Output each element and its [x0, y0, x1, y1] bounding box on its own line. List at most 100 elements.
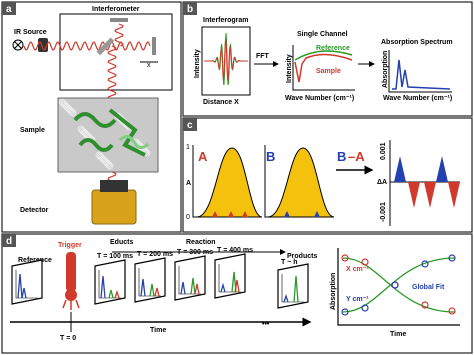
panel-b [182, 1, 473, 117]
peak [293, 275, 299, 303]
text: Interferogram [203, 17, 249, 24]
solvent [69, 109, 77, 117]
solvent [67, 107, 75, 115]
frame [94, 259, 126, 305]
text: T = 100 ms [97, 253, 133, 260]
points [341, 254, 456, 316]
data-point [448, 307, 456, 315]
panel-label: d [6, 236, 12, 247]
beamsplitter [96, 37, 115, 56]
text: X cm⁻¹ [346, 266, 369, 273]
peak [190, 277, 196, 295]
text: T ~ h [281, 259, 298, 266]
panel-c [182, 117, 473, 233]
panel-d [1, 233, 473, 354]
panel-a [1, 1, 182, 233]
peak [140, 278, 146, 297]
solvent [68, 108, 76, 116]
solvent [104, 160, 112, 168]
beam [23, 41, 151, 51]
peak [220, 282, 226, 293]
text: Trigger [58, 242, 82, 249]
text: Sample [20, 127, 45, 134]
frame-axes [218, 264, 241, 293]
text: Distance X [203, 99, 239, 106]
interferogram [204, 39, 248, 81]
text: Intensity [194, 49, 201, 78]
text: B [337, 149, 346, 164]
peak [100, 275, 106, 299]
text: IR Source [14, 29, 47, 36]
text: A [186, 180, 191, 187]
label-box [183, 118, 197, 131]
mirror [110, 18, 128, 22]
peak [180, 281, 186, 295]
axes [292, 45, 355, 91]
panel-b-content: Interferogram Intensity Distance X FFT S… [194, 17, 453, 106]
peak [283, 293, 289, 303]
peak [234, 279, 240, 293]
negative-peaks [408, 182, 460, 208]
text: T = 0 [60, 335, 76, 342]
text: Global Fit [412, 284, 445, 291]
peak [149, 283, 155, 297]
source [14, 41, 22, 49]
text: FFT [256, 53, 270, 60]
text: Reference [18, 257, 52, 264]
data-point [361, 304, 369, 312]
data-point [361, 258, 369, 266]
data-point [391, 281, 399, 289]
peak [154, 287, 160, 297]
text: Wave Number (cm⁻¹) [285, 95, 354, 102]
frame [174, 255, 206, 301]
axes [337, 248, 460, 326]
data-point [421, 260, 429, 268]
frame [214, 253, 246, 299]
panel-c-content: A A 1 0 B B –A 0.001 ΔA -0.001 [186, 140, 460, 226]
peak [194, 283, 200, 295]
text: Y cm⁻¹ [346, 296, 369, 303]
frame-axes [98, 270, 121, 299]
panel-label: b [187, 4, 193, 15]
panel-label: c [187, 120, 193, 131]
text: Absorption Spectrum [381, 39, 453, 46]
text: Single Channel [297, 31, 348, 38]
text: Wave Number (cm⁻¹) [383, 95, 452, 102]
peak [231, 271, 237, 293]
frame-axes [178, 266, 201, 295]
rays [62, 299, 80, 310]
text: T = 200 ms [137, 251, 173, 258]
data-point [448, 254, 456, 262]
data-point [421, 301, 429, 309]
text: Products [287, 253, 317, 260]
peak [21, 287, 27, 299]
band [267, 147, 335, 218]
text: T = 400 ms [217, 247, 253, 254]
fit-curve [342, 257, 456, 313]
label-box [2, 234, 16, 247]
text: Time [390, 331, 406, 338]
text: 0.001 [380, 142, 387, 160]
detector [91, 189, 137, 225]
panel-d-content: Reference Trigger T = 0 Educts Reaction … [10, 239, 460, 342]
text: Interferometer [92, 6, 140, 13]
peak [108, 289, 114, 299]
label-box [183, 2, 197, 15]
sample-curve [294, 53, 353, 83]
text: -0.001 [380, 202, 387, 222]
panel-label: a [6, 4, 12, 15]
detector-window [100, 180, 128, 192]
protein [58, 98, 151, 170]
text: Intensity [286, 54, 293, 83]
data-point [341, 308, 349, 316]
band [196, 147, 263, 218]
text: Time [150, 327, 166, 334]
absorption-curve [392, 59, 451, 90]
thermometer [65, 289, 77, 301]
solvent [105, 161, 113, 169]
positive-peaks [394, 156, 448, 182]
text: T = 300 ms [177, 249, 213, 256]
frame [277, 263, 309, 309]
text: ΔA [377, 179, 387, 186]
